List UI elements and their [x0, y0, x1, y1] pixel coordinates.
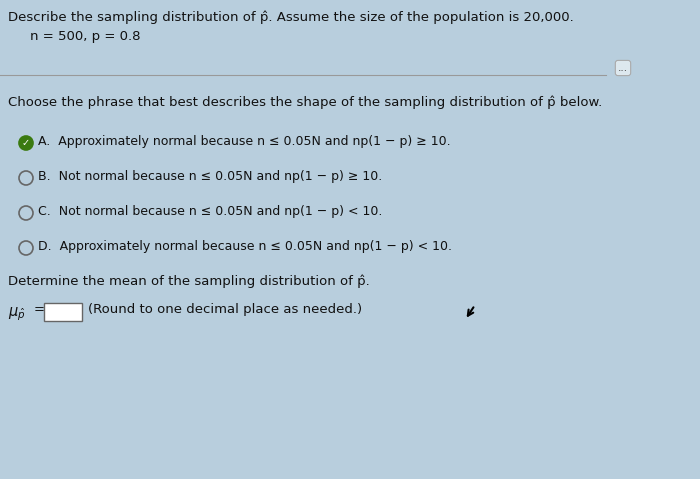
Text: A.  Approximately normal because n ≤ 0.05N and np(1 − p) ≥ 10.: A. Approximately normal because n ≤ 0.05… — [38, 135, 451, 148]
Text: Describe the sampling distribution of p̂. Assume the size of the population is 2: Describe the sampling distribution of p̂… — [8, 10, 574, 23]
Text: C.  Not normal because n ≤ 0.05N and np(1 − p) < 10.: C. Not normal because n ≤ 0.05N and np(1… — [38, 205, 382, 218]
Text: ...: ... — [618, 63, 628, 73]
Text: ✓: ✓ — [22, 138, 30, 148]
Circle shape — [19, 136, 33, 150]
Circle shape — [19, 171, 33, 185]
Circle shape — [19, 206, 33, 220]
Circle shape — [19, 241, 33, 255]
Text: $\mu_{\hat{p}}$: $\mu_{\hat{p}}$ — [8, 305, 25, 322]
Text: Determine the mean of the sampling distribution of p̂.: Determine the mean of the sampling distr… — [8, 275, 370, 288]
Text: (Round to one decimal place as needed.): (Round to one decimal place as needed.) — [88, 303, 362, 316]
Text: D.  Approximately normal because n ≤ 0.05N and np(1 − p) < 10.: D. Approximately normal because n ≤ 0.05… — [38, 240, 452, 253]
Text: B.  Not normal because n ≤ 0.05N and np(1 − p) ≥ 10.: B. Not normal because n ≤ 0.05N and np(1… — [38, 170, 382, 183]
Text: =: = — [34, 303, 45, 316]
Text: n = 500, p = 0.8: n = 500, p = 0.8 — [30, 30, 141, 43]
FancyBboxPatch shape — [44, 303, 82, 321]
Text: Choose the phrase that best describes the shape of the sampling distribution of : Choose the phrase that best describes th… — [8, 95, 602, 109]
